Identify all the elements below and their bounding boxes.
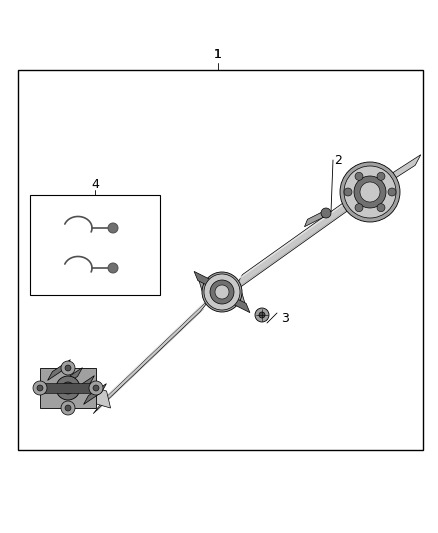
Ellipse shape: [388, 188, 396, 196]
Ellipse shape: [204, 274, 240, 310]
Polygon shape: [40, 368, 96, 408]
Ellipse shape: [210, 280, 234, 304]
Polygon shape: [85, 385, 110, 408]
Polygon shape: [93, 294, 214, 414]
Ellipse shape: [321, 208, 331, 218]
Text: 3: 3: [281, 311, 289, 325]
Ellipse shape: [61, 401, 75, 415]
Polygon shape: [231, 190, 360, 294]
Ellipse shape: [377, 172, 385, 180]
Text: 1: 1: [214, 49, 222, 61]
Ellipse shape: [93, 385, 99, 391]
Ellipse shape: [377, 204, 385, 212]
Ellipse shape: [65, 365, 71, 371]
Polygon shape: [71, 376, 95, 397]
Ellipse shape: [108, 263, 118, 273]
Text: 4: 4: [91, 179, 99, 191]
Ellipse shape: [344, 188, 352, 196]
Polygon shape: [387, 155, 421, 183]
Ellipse shape: [340, 162, 400, 222]
Ellipse shape: [360, 182, 380, 202]
Ellipse shape: [56, 376, 80, 400]
Polygon shape: [48, 360, 71, 381]
Ellipse shape: [62, 382, 74, 394]
Ellipse shape: [89, 381, 103, 395]
Polygon shape: [40, 383, 96, 393]
Text: 1: 1: [214, 49, 222, 61]
Polygon shape: [198, 276, 246, 308]
Ellipse shape: [108, 223, 118, 233]
Bar: [30, 195, 160, 295]
Polygon shape: [60, 368, 82, 389]
Bar: [18, 70, 423, 450]
Ellipse shape: [37, 385, 43, 391]
Ellipse shape: [65, 405, 71, 411]
Polygon shape: [230, 295, 250, 313]
Ellipse shape: [61, 361, 75, 375]
Ellipse shape: [354, 176, 386, 208]
Polygon shape: [194, 271, 214, 289]
Ellipse shape: [215, 285, 229, 299]
Text: 2: 2: [334, 154, 342, 166]
Ellipse shape: [259, 312, 265, 318]
Ellipse shape: [344, 166, 396, 218]
Polygon shape: [304, 209, 328, 227]
Ellipse shape: [202, 272, 242, 312]
Ellipse shape: [255, 308, 269, 322]
Ellipse shape: [355, 172, 363, 180]
Ellipse shape: [33, 381, 47, 395]
Ellipse shape: [355, 204, 363, 212]
Polygon shape: [84, 384, 106, 405]
